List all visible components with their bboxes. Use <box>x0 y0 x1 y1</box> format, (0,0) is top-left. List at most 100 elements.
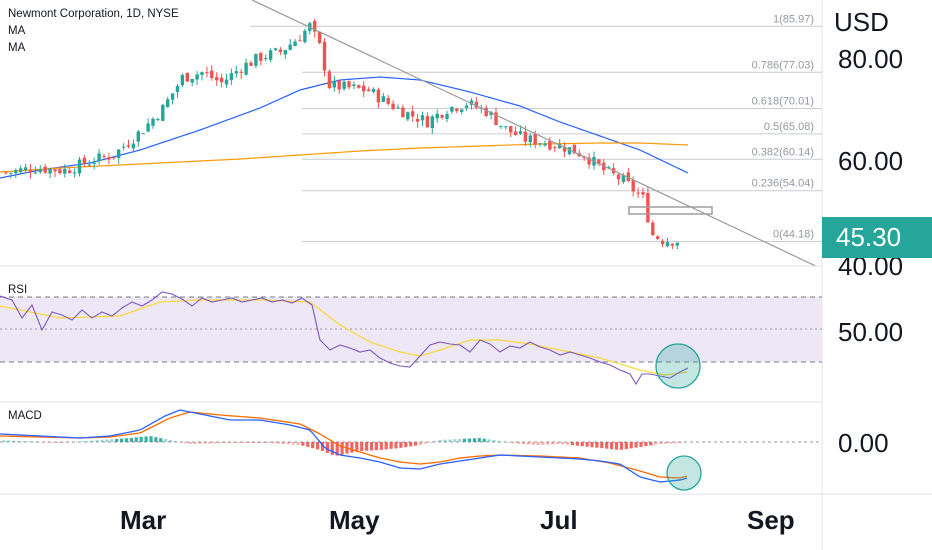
candle-up <box>151 118 155 126</box>
candle-up <box>166 99 170 108</box>
macd-histogram-bar <box>257 442 261 443</box>
macd-histogram-bar <box>252 442 256 443</box>
candle-up <box>244 62 248 75</box>
time-label-jul: Jul <box>540 505 578 535</box>
macd-histogram-bar <box>198 442 202 444</box>
macd-histogram-bar <box>105 439 109 442</box>
macd-histogram-bar <box>75 441 80 443</box>
candle-up <box>14 170 18 174</box>
candle-down <box>553 147 557 149</box>
macd-histogram-bar <box>227 442 231 444</box>
macd-histogram-bar <box>100 439 104 442</box>
candle-down <box>484 107 488 116</box>
candle-up <box>371 88 376 92</box>
candle-down <box>337 80 341 90</box>
macd-histogram-bar <box>384 442 388 450</box>
macd-histogram-bar <box>22 441 26 442</box>
downtrend-line[interactable] <box>251 0 820 268</box>
macd-histogram-bar <box>521 442 525 445</box>
macd-histogram-bar <box>17 440 21 442</box>
chart-title: Newmont Corporation, 1D, NYSE <box>8 8 179 20</box>
indicator-ma-2[interactable]: MA <box>8 42 26 54</box>
candle-up <box>489 112 493 115</box>
candle-down <box>219 77 224 83</box>
price-axis-label-80: 80.00 <box>838 44 903 74</box>
candle-down <box>215 77 219 81</box>
macd-histogram-bar <box>561 442 565 445</box>
macd-highlight-circle[interactable] <box>666 455 702 491</box>
macd-histogram-bar <box>639 442 643 447</box>
macd-histogram-bar <box>2 440 6 442</box>
macd-histogram-bar <box>659 442 663 444</box>
macd-histogram-bar <box>668 442 672 444</box>
candle-up <box>543 143 547 146</box>
macd-histogram-bar <box>218 442 222 444</box>
candle-up <box>229 73 234 81</box>
macd-histogram-bar <box>458 439 462 442</box>
candle-up <box>23 167 28 171</box>
macd-histogram-bar <box>124 438 129 442</box>
macd-histogram-bar <box>276 442 280 444</box>
macd-histogram-bar <box>556 442 560 445</box>
macd-histogram-bar <box>423 442 427 444</box>
price-pane[interactable]: 1(85.97) 0.786(77.03) 0.618(70.01) 0.5(65.0… <box>0 0 822 268</box>
candle-up <box>499 125 503 127</box>
candle-down <box>548 140 552 150</box>
rsi-highlight-circle[interactable] <box>655 343 701 389</box>
candle-down <box>322 41 327 71</box>
candle-down <box>670 243 675 246</box>
macd-histogram-bar <box>369 442 374 451</box>
macd-histogram-bar <box>404 442 408 448</box>
macd-histogram-bar <box>595 442 599 448</box>
candle-down <box>656 236 660 239</box>
candle-up <box>469 100 474 105</box>
macd-histogram-bar <box>683 441 687 443</box>
indicator-ma-1[interactable]: MA <box>8 25 26 37</box>
candle-up <box>538 143 542 145</box>
candle-down <box>660 240 665 245</box>
macd-histogram-bar <box>232 442 236 443</box>
rsi-pane[interactable] <box>0 291 822 389</box>
candle-down <box>626 172 630 182</box>
candle-down <box>474 101 479 108</box>
candle-down <box>425 116 430 128</box>
resistance-box[interactable] <box>628 206 713 215</box>
candle-down <box>278 49 283 53</box>
macd-pane[interactable] <box>0 409 822 491</box>
macd-histogram-bar <box>443 439 447 442</box>
candle-up <box>332 80 336 88</box>
macd-histogram-bar <box>311 442 315 449</box>
macd-histogram-bar <box>467 438 472 442</box>
macd-histogram-bar <box>350 442 354 453</box>
macd-histogram-bar <box>512 442 516 444</box>
macd-histogram-bar <box>306 442 310 447</box>
macd-histogram-bar <box>237 442 241 443</box>
macd-histogram-bar <box>502 441 506 443</box>
macd-histogram-bar <box>169 440 173 442</box>
candle-up <box>87 164 91 166</box>
macd-histogram-bar <box>149 436 153 442</box>
candle-down <box>509 126 513 133</box>
candle-down <box>533 133 537 145</box>
macd-histogram-bar <box>507 442 511 443</box>
macd-axis-label: 0.00 <box>838 428 889 458</box>
time-label-sep: Sep <box>747 505 795 535</box>
candle-up <box>48 168 52 174</box>
candle-up <box>224 79 229 85</box>
candle-up <box>273 48 278 50</box>
candle-up <box>445 113 449 119</box>
candle-up <box>136 131 140 142</box>
candle-down <box>313 20 317 32</box>
candle-down <box>126 145 131 147</box>
candle-down <box>513 131 518 136</box>
price-axis-label-60: 60.00 <box>838 146 903 176</box>
macd-histogram-bar <box>193 442 197 444</box>
candle-up <box>92 162 96 164</box>
macd-label[interactable]: MACD <box>8 410 42 422</box>
macd-histogram-bar <box>296 442 300 445</box>
rsi-label[interactable]: RSI <box>8 284 28 296</box>
candle-down <box>68 170 72 174</box>
macd-histogram-bar <box>629 442 633 449</box>
fib-level-label: 0.5(65.08) <box>764 121 814 133</box>
